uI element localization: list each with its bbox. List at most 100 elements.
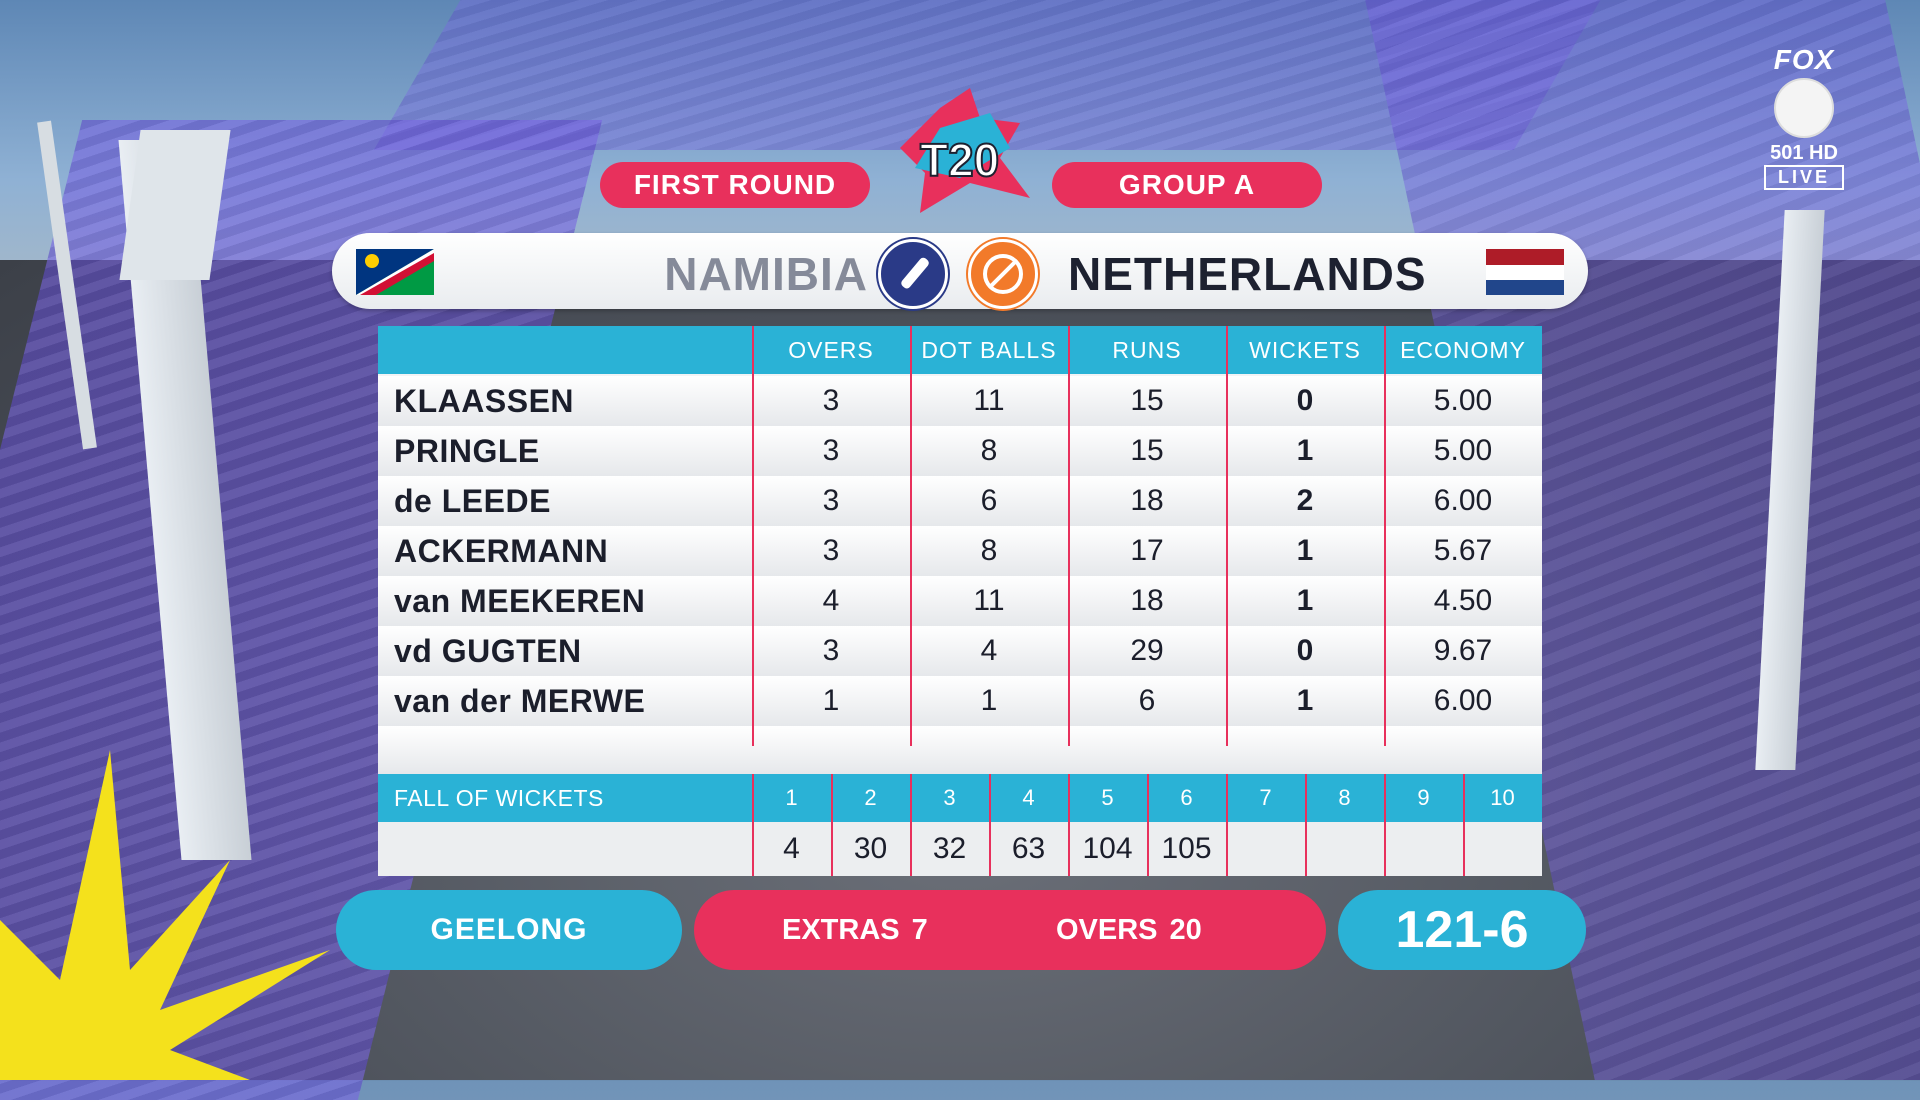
team-total-score: 121-6 xyxy=(1338,890,1586,970)
cell-runs: 29 xyxy=(1130,634,1164,667)
cell-wickets: 2 xyxy=(1296,484,1314,517)
bowler-name: van MEEKEREN xyxy=(394,582,646,619)
cell-dots: 8 xyxy=(980,434,998,467)
cell-wickets: 0 xyxy=(1296,634,1314,667)
cell-economy: 5.67 xyxy=(1433,534,1493,567)
cell-wickets: 1 xyxy=(1296,434,1314,467)
yellow-burst-decoration xyxy=(0,750,330,1080)
cell-wickets: 1 xyxy=(1296,584,1314,617)
cell-runs: 18 xyxy=(1130,584,1164,617)
bowler-name: van der MERWE xyxy=(394,682,646,719)
cell-runs: 15 xyxy=(1130,434,1164,467)
fow-divider xyxy=(1384,774,1386,876)
column-divider xyxy=(1068,326,1070,746)
wicket-fall-score xyxy=(1305,822,1384,876)
wicket-number: 5 xyxy=(1101,785,1114,810)
column-divider xyxy=(910,326,912,746)
wicket-number: 6 xyxy=(1180,785,1193,810)
bat-icon xyxy=(878,239,948,309)
table-row: PRINGLE 3 8 15 1 5.00 xyxy=(378,426,1542,476)
wicket-fall-score: 4 xyxy=(783,832,800,865)
column-divider xyxy=(1384,326,1386,746)
cell-dots: 6 xyxy=(980,484,998,517)
column-divider xyxy=(1226,326,1228,746)
cell-economy: 5.00 xyxy=(1433,384,1493,417)
column-header-overs: OVERS xyxy=(788,336,874,363)
group-badge: GROUP A xyxy=(1052,162,1322,208)
wicket-fall-score: 105 xyxy=(1161,832,1212,865)
wicket-fall-score: 104 xyxy=(1082,832,1133,865)
extras-info: EXTRAS 7 xyxy=(782,890,928,970)
table-row: van MEEKEREN 4 11 18 1 4.50 xyxy=(378,576,1542,626)
wicket-number: 4 xyxy=(1022,785,1035,810)
first-round-badge: FIRST ROUND xyxy=(600,162,870,208)
cell-wickets: 1 xyxy=(1296,534,1314,567)
t20-world-cup-logo: T20 xyxy=(900,88,1030,213)
table-header xyxy=(378,326,1542,374)
extras-overs-bar: EXTRAS 7 OVERS 20 xyxy=(694,890,1326,970)
table-row: van der MERWE 1 1 6 1 6.00 xyxy=(378,676,1542,726)
table-row-empty xyxy=(378,726,1542,774)
wicket-number: 7 xyxy=(1259,785,1272,810)
bowler-name: vd GUGTEN xyxy=(394,632,582,669)
cricket-ball-icon xyxy=(1774,78,1834,138)
bowling-team-name: NETHERLANDS xyxy=(1068,248,1427,300)
overs-value: 20 xyxy=(1169,913,1202,946)
cell-economy: 9.67 xyxy=(1433,634,1493,667)
venue-badge: GEELONG xyxy=(336,890,682,970)
wicket-fall-score xyxy=(1384,822,1463,876)
fow-divider xyxy=(1463,774,1465,876)
column-divider xyxy=(752,326,754,746)
fox-brand: FOX xyxy=(1773,44,1835,75)
wicket-fall-score: 63 xyxy=(1011,832,1046,865)
fall-of-wickets-values xyxy=(378,822,1542,876)
overs-info: OVERS 20 xyxy=(1056,890,1202,970)
cell-dots: 11 xyxy=(973,384,1005,417)
table-row: de LEEDE 3 6 18 2 6.00 xyxy=(378,476,1542,526)
wicket-fall-score: 30 xyxy=(853,832,888,865)
bowler-name: KLAASSEN xyxy=(394,382,575,419)
table-row: KLAASSEN 3 11 15 0 5.00 xyxy=(378,376,1542,426)
fow-divider xyxy=(1068,774,1070,876)
table-row: vd GUGTEN 3 4 29 0 9.67 xyxy=(378,626,1542,676)
cell-overs: 1 xyxy=(822,684,840,717)
fall-of-wickets-header: FALL OF WICKETS xyxy=(378,774,1542,822)
netherlands-flag-icon xyxy=(1486,249,1564,295)
cell-economy: 6.00 xyxy=(1433,684,1493,717)
fow-divider xyxy=(1147,774,1149,876)
cell-dots: 8 xyxy=(980,534,998,567)
cell-wickets: 0 xyxy=(1296,384,1314,417)
channel-number: 501 HD xyxy=(1770,142,1838,164)
broadcaster-logo: FOX 501 HD LIVE xyxy=(1764,44,1844,190)
column-header-wickets: WICKETS xyxy=(1249,336,1361,363)
fall-of-wickets-label: FALL OF WICKETS xyxy=(394,784,604,811)
wicket-number: 3 xyxy=(943,785,956,810)
wicket-number: 8 xyxy=(1338,785,1351,810)
extras-value: 7 xyxy=(911,913,928,946)
cell-economy: 4.50 xyxy=(1433,584,1493,617)
wicket-number: 9 xyxy=(1417,785,1430,810)
t20-logo-text: T20 xyxy=(920,134,999,186)
cell-overs: 3 xyxy=(822,534,840,567)
wicket-number: 2 xyxy=(864,785,877,810)
cell-overs: 3 xyxy=(822,434,840,467)
cell-dots: 11 xyxy=(973,584,1005,617)
column-header-runs: RUNS xyxy=(1112,336,1182,363)
cell-overs: 3 xyxy=(822,634,840,667)
wicket-number: 10 xyxy=(1490,785,1515,810)
cell-runs: 15 xyxy=(1130,384,1164,417)
fow-divider xyxy=(1226,774,1228,876)
batting-team-name: NAMIBIA xyxy=(664,248,868,300)
cell-dots: 4 xyxy=(980,634,998,667)
fow-divider xyxy=(1305,774,1307,876)
cell-overs: 4 xyxy=(822,584,840,617)
live-indicator: LIVE xyxy=(1764,165,1844,190)
bowling-figures-table: OVERS DOT BALLS RUNS WICKETS ECONOMY KLA… xyxy=(378,326,1542,876)
cell-economy: 6.00 xyxy=(1433,484,1493,517)
teams-bar: NAMIBIA NETHERLANDS xyxy=(332,233,1588,309)
fow-divider xyxy=(831,774,833,876)
column-header-economy: ECONOMY xyxy=(1400,336,1526,363)
wicket-fall-score: 32 xyxy=(932,832,967,865)
cell-wickets: 1 xyxy=(1296,684,1314,717)
cell-overs: 3 xyxy=(822,384,840,417)
